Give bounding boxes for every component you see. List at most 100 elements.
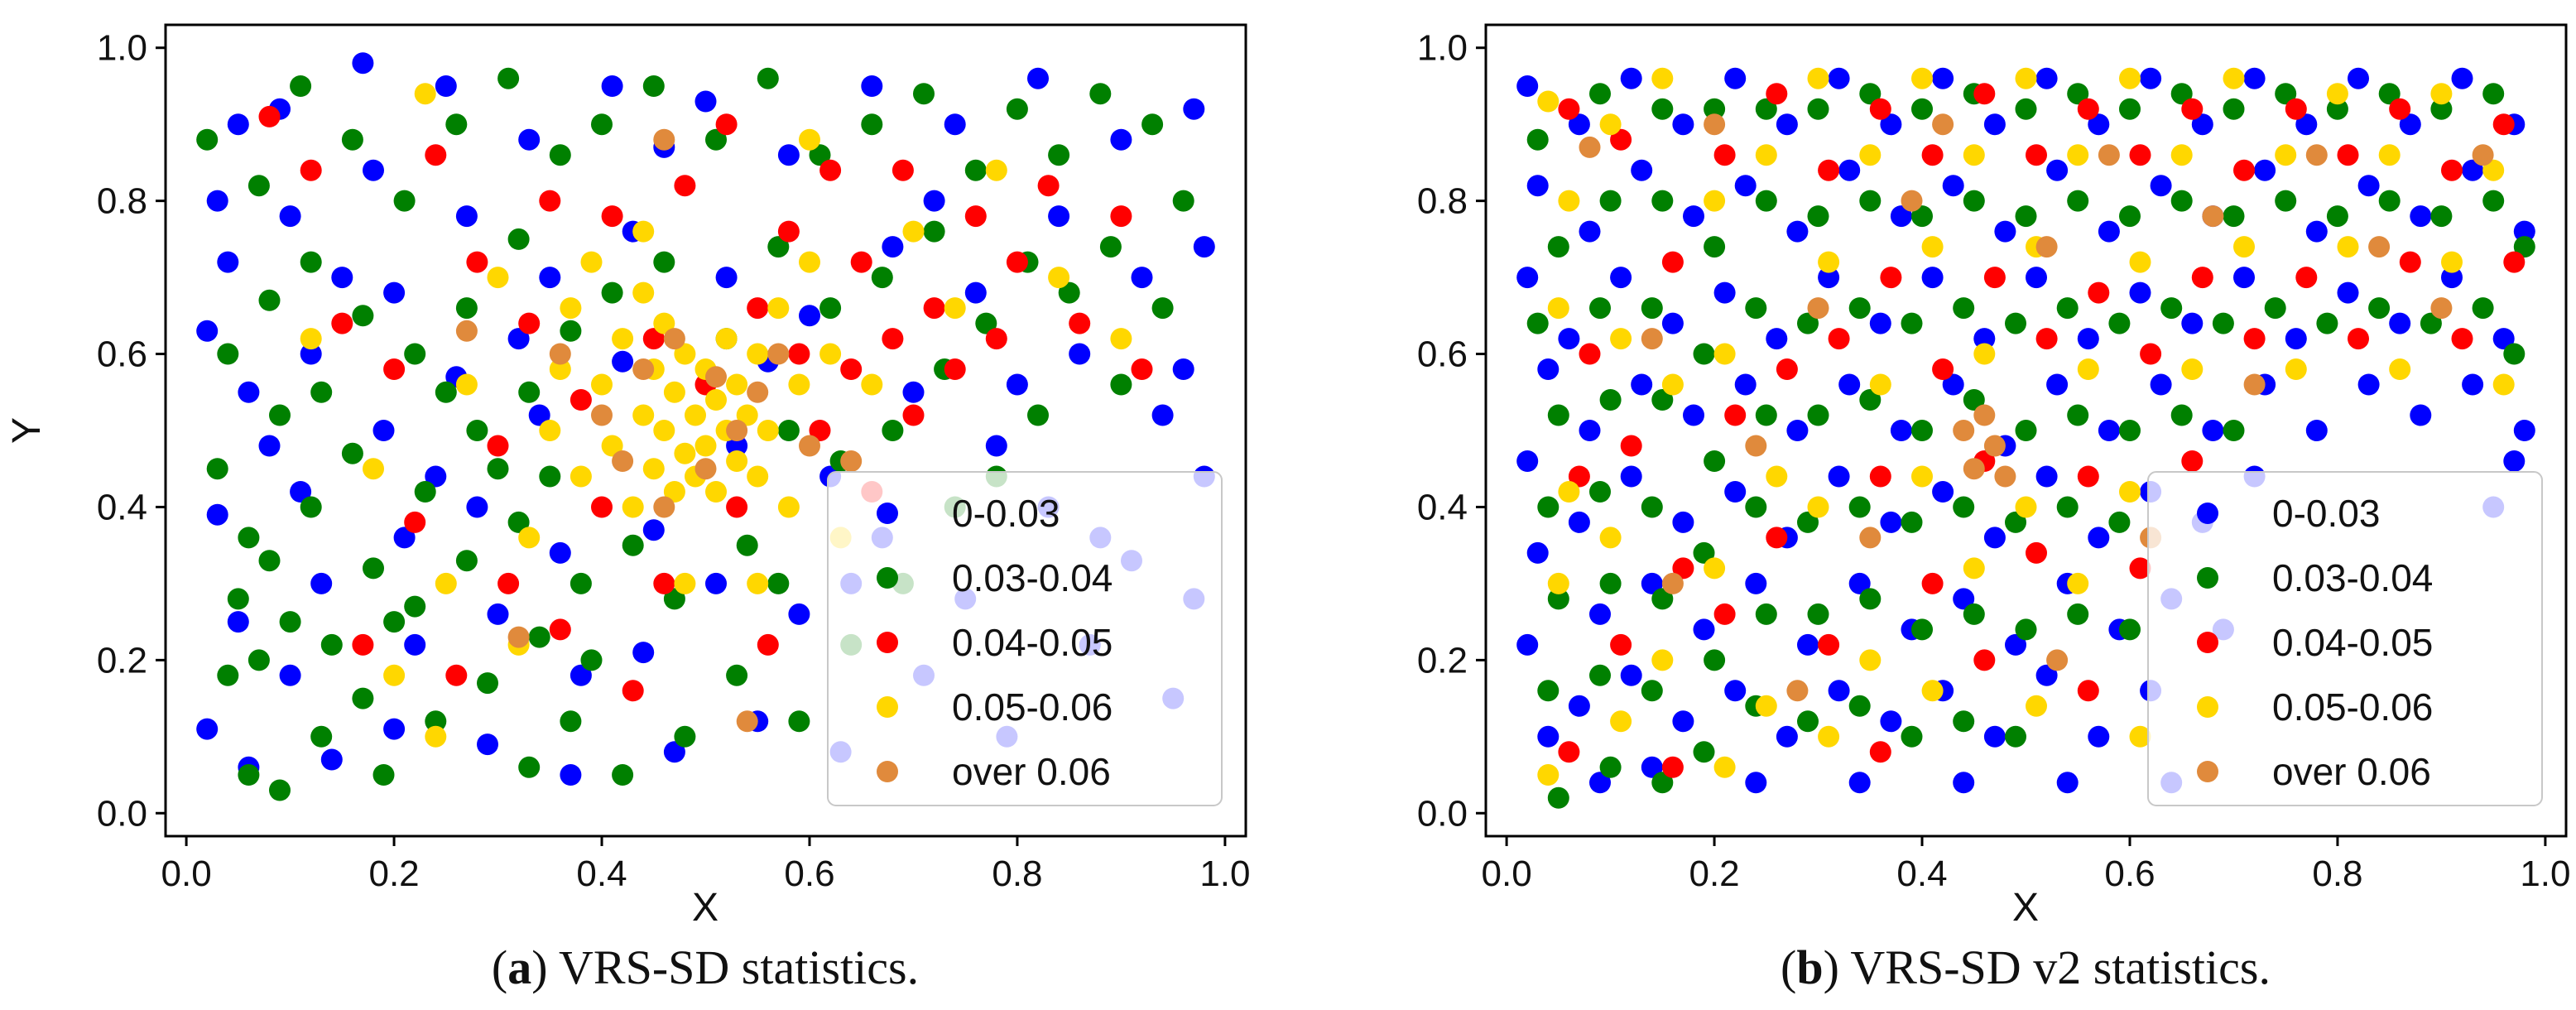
- point-b-s1-50: [1859, 588, 1882, 610]
- point-b-s3-29: [1911, 465, 1933, 488]
- legend-b: 0-0.03 0.03-0.04 0.04-0.05 0.05-0.06 over 0.…: [2147, 471, 2543, 806]
- x-tick-label-a-2: 0.4: [576, 854, 627, 894]
- x-tick-label-a-3: 0.6: [784, 854, 834, 894]
- point-a-s1-9: [258, 550, 281, 572]
- point-a-s1-65: [861, 113, 883, 136]
- point-a-s3-31: [705, 481, 727, 503]
- point-b-s1-10: [1589, 297, 1611, 320]
- point-b-s0-116: [2337, 281, 2359, 304]
- legend-label-a-3: 0.05-0.06: [952, 685, 1113, 729]
- point-a-s2-0: [258, 105, 281, 127]
- point-b-s4-8: [1963, 458, 1985, 480]
- point-b-s1-55: [1911, 420, 1933, 441]
- point-a-s1-8: [269, 404, 291, 426]
- point-a-s4-2: [612, 450, 634, 472]
- point-a-s1-33: [477, 672, 498, 695]
- point-b-s2-20: [1880, 267, 1902, 289]
- point-b-s2-44: [2243, 328, 2266, 350]
- point-b-s3-46: [2181, 358, 2204, 380]
- point-b-s1-7: [1547, 786, 1569, 809]
- point-a-s1-50: [663, 588, 685, 610]
- x-tick-label-a-5: 1.0: [1199, 854, 1250, 894]
- point-a-s3-55: [425, 725, 447, 748]
- point-b-s1-79: [2119, 98, 2141, 120]
- point-b-s3-31: [1963, 144, 1985, 166]
- point-b-s1-94: [2275, 190, 2297, 212]
- point-b-s3-13: [1704, 190, 1726, 212]
- point-a-s1-31: [466, 420, 488, 441]
- point-b-s2-19: [1869, 98, 1891, 120]
- point-a-s3-8: [539, 420, 561, 441]
- point-a-s2-7: [445, 664, 468, 686]
- point-a-s3-50: [1048, 267, 1070, 289]
- point-b-s2-8: [1672, 557, 1694, 580]
- point-b-s1-96: [2326, 98, 2348, 120]
- point-b-s3-9: [1610, 710, 1632, 733]
- point-a-s1-35: [507, 228, 530, 250]
- point-b-s0-56: [1869, 312, 1891, 334]
- point-b-s1-31: [1755, 98, 1777, 120]
- point-b-s0-87: [2098, 420, 2120, 441]
- point-b-s3-7: [1610, 328, 1632, 350]
- point-b-s0-127: [2513, 220, 2535, 243]
- point-b-s0-99: [2191, 113, 2213, 136]
- point-a-s3-53: [549, 358, 571, 380]
- point-a-s0-19: [372, 420, 395, 441]
- point-a-s0-35: [601, 75, 623, 97]
- point-b-s1-66: [2015, 98, 2037, 120]
- point-b-s0-101: [2181, 312, 2204, 334]
- y-tick-label-b-3: 0.6: [1417, 334, 1468, 375]
- point-b-s0-38: [1745, 772, 1767, 794]
- x-tick-label-b-3: 0.6: [2104, 854, 2155, 894]
- point-a-s3-57: [747, 572, 769, 594]
- point-b-s3-21: [1818, 251, 1840, 273]
- legend-label-b-4: over 0.06: [2272, 750, 2431, 793]
- point-b-s1-68: [2005, 312, 2026, 334]
- point-b-s1-11: [1599, 389, 1622, 411]
- point-a-s1-80: [1058, 281, 1080, 304]
- point-b-s1-43: [1807, 603, 1829, 625]
- x-axis-label-b: X: [2012, 886, 2039, 930]
- point-b-s1-35: [1745, 496, 1767, 518]
- point-a-s1-52: [705, 128, 727, 151]
- point-a-s0-56: [944, 113, 966, 136]
- point-b-s0-130: [2503, 450, 2526, 472]
- point-a-s2-43: [1110, 205, 1132, 228]
- point-b-s1-12: [1589, 481, 1611, 503]
- point-b-s1-8: [1589, 83, 1611, 105]
- point-b-s2-27: [1983, 267, 2006, 289]
- point-a-s4-0: [549, 343, 571, 365]
- point-b-s0-31: [1724, 67, 1747, 89]
- point-b-s2-45: [2285, 98, 2307, 120]
- point-b-s1-3: [1547, 404, 1569, 426]
- point-b-s1-4: [1537, 496, 1560, 518]
- point-b-s0-77: [2046, 159, 2069, 181]
- point-a-s2-24: [747, 297, 769, 320]
- point-b-s4-7: [1953, 420, 1975, 441]
- point-a-s1-73: [964, 159, 987, 181]
- point-b-s1-57: [1911, 618, 1933, 641]
- point-a-s1-79: [1048, 144, 1070, 166]
- point-b-s1-38: [1807, 98, 1829, 120]
- point-b-s0-119: [2410, 205, 2432, 228]
- point-b-s3-1: [1558, 190, 1580, 212]
- point-a-s3-52: [632, 220, 655, 243]
- point-b-s0-37: [1724, 680, 1747, 702]
- point-b-s0-111: [2305, 220, 2328, 243]
- point-b-s1-27: [1704, 450, 1726, 472]
- point-b-s2-35: [2077, 465, 2099, 488]
- point-b-s1-70: [2005, 511, 2026, 533]
- point-a-s0-78: [425, 465, 447, 488]
- point-b-s2-41: [2191, 267, 2213, 289]
- point-b-s0-75: [1983, 725, 2006, 748]
- point-b-s1-53: [1911, 205, 1933, 228]
- point-a-s1-26: [414, 481, 436, 503]
- point-b-s1-46: [1859, 190, 1882, 212]
- point-a-s3-32: [715, 328, 738, 350]
- ticks-layer-b: 0.0 0.2 0.4 0.6 0.8 1.0 0.0 0.2 0.4 0.6 0.8 1.0: [1417, 28, 2571, 894]
- point-a-s1-4: [217, 664, 239, 686]
- point-a-s1-38: [528, 626, 550, 648]
- point-b-s2-50: [2399, 251, 2421, 273]
- point-a-s3-36: [736, 404, 758, 426]
- point-b-s3-41: [2119, 67, 2141, 89]
